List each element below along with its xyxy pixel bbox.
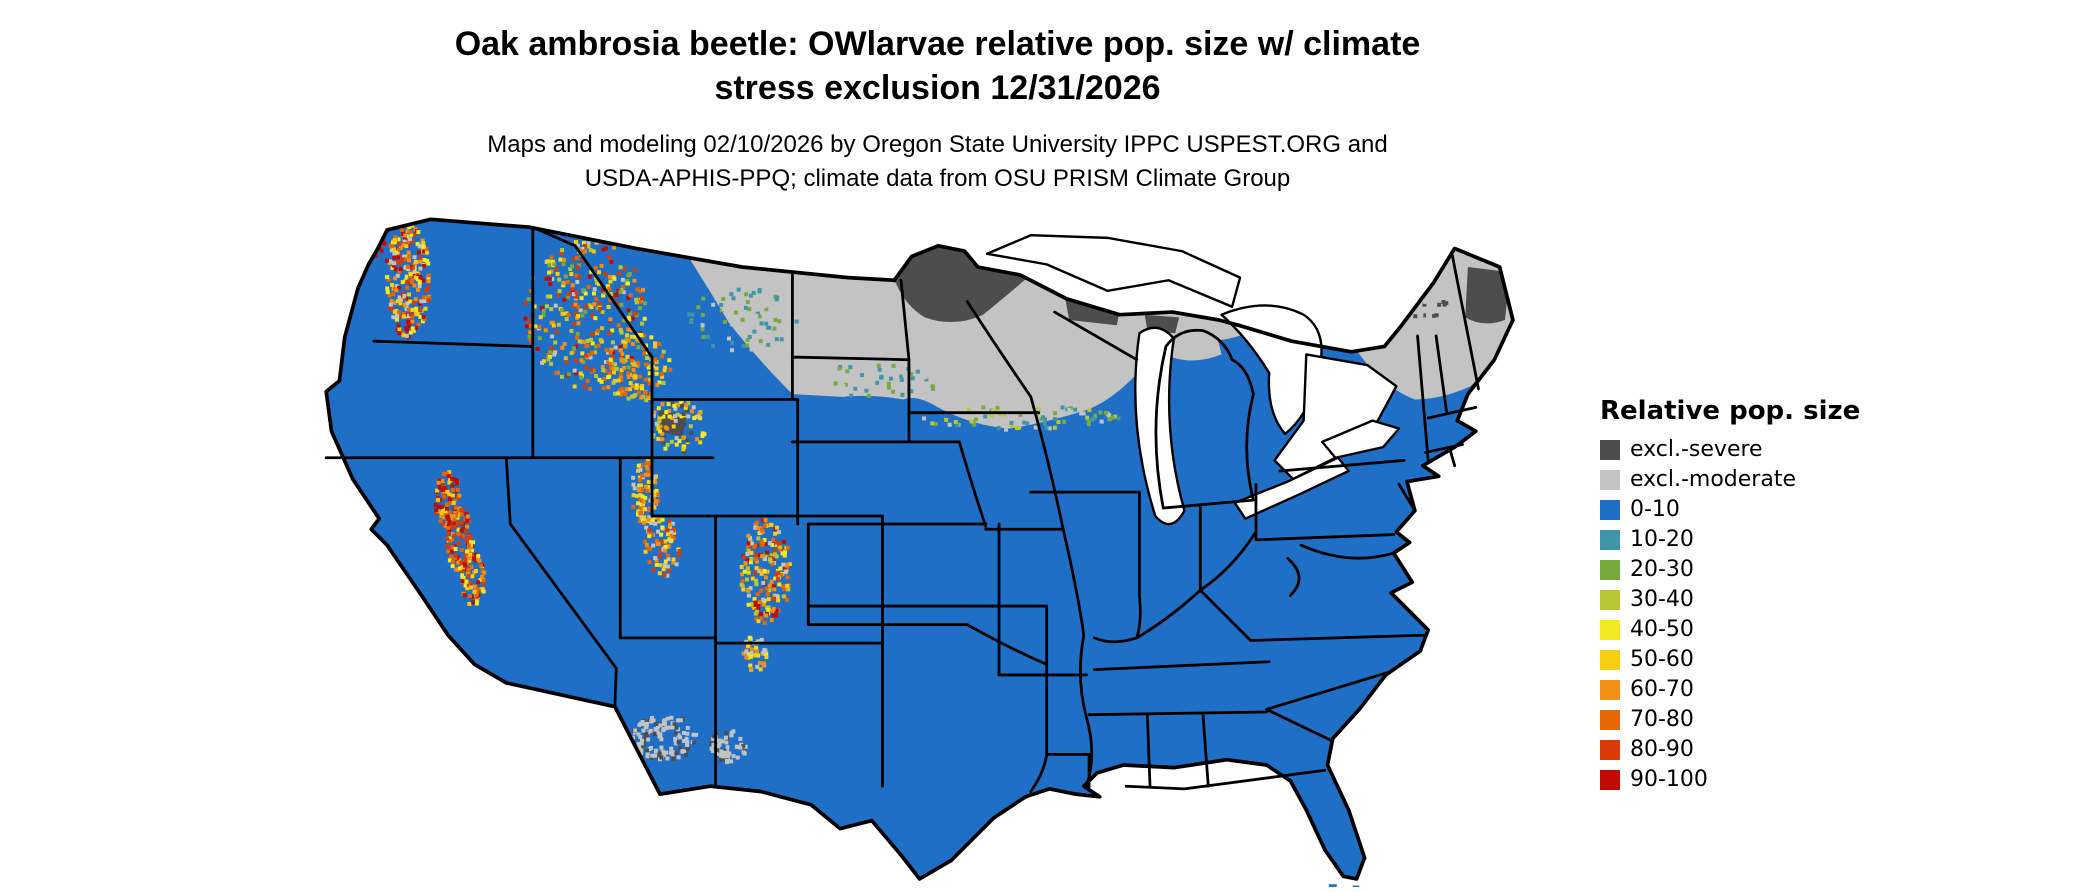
legend: Relative pop. size excl.-severe excl.-mod…: [1600, 396, 1860, 799]
page-title-line1: Oak ambrosia beetle: OWlarvae relative p…: [454, 25, 1421, 63]
legend-swatch-b0: [1600, 500, 1620, 520]
legend-item-b80: 80-90: [1600, 739, 1860, 761]
legend-swatch-b70: [1600, 710, 1620, 730]
legend-label-b20: 20-30: [1630, 557, 1694, 582]
legend-swatch-b40: [1600, 620, 1620, 640]
legend-swatch-b10: [1600, 530, 1620, 550]
legend-item-b90: 90-100: [1600, 769, 1860, 791]
legend-label-moderate: excl.-moderate: [1630, 467, 1796, 492]
legend-label-b90: 90-100: [1630, 767, 1708, 792]
legend-label-severe: excl.-severe: [1630, 437, 1763, 462]
legend-swatch-moderate: [1600, 470, 1620, 490]
map-subtitle: Maps and modeling 02/10/2026 by Oregon S…: [0, 128, 1875, 196]
legend-swatch-severe: [1600, 440, 1620, 460]
legend-label-b80: 80-90: [1630, 737, 1694, 762]
legend-swatch-b50: [1600, 650, 1620, 670]
legend-swatch-b90: [1600, 770, 1620, 790]
legend-label-b30: 30-40: [1630, 587, 1694, 612]
lake-superior: [985, 234, 1242, 308]
florida-keys: [1328, 884, 1360, 887]
legend-item-b30: 30-40: [1600, 589, 1860, 611]
legend-label-b60: 60-70: [1630, 677, 1694, 702]
legend-label-b40: 40-50: [1630, 617, 1694, 642]
legend-label-b50: 50-60: [1630, 647, 1694, 672]
page-title-line2: stress exclusion 12/31/2026: [714, 69, 1161, 108]
lake-ontario: [1320, 419, 1401, 459]
speckle-layer: [360, 219, 1449, 765]
legend-title: Relative pop. size: [1600, 396, 1861, 426]
lake-erie: [1233, 456, 1350, 520]
legend-item-b70: 70-80: [1600, 709, 1860, 731]
legend-items: excl.-severe excl.-moderate 0-10 10-20 20-30…: [1600, 439, 1860, 791]
legend-swatch-b60: [1600, 680, 1620, 700]
lake-michigan: [1134, 326, 1186, 526]
zone-moderate-michigan-tip: [1168, 329, 1222, 361]
legend-item-b40: 40-50: [1600, 619, 1860, 641]
legend-swatch-b80: [1600, 740, 1620, 760]
legend-item-moderate: excl.-moderate: [1600, 469, 1860, 491]
legend-item-b60: 60-70: [1600, 679, 1860, 701]
state-borders: [324, 225, 1480, 793]
legend-item-b20: 20-30: [1600, 559, 1860, 581]
legend-item-severe: excl.-severe: [1600, 439, 1860, 461]
nation-outline: [324, 217, 1515, 881]
subtitle-line2: USDA-APHIS-PPQ; climate data from OSU PR…: [584, 165, 1291, 193]
legend-swatch-b30: [1600, 590, 1620, 610]
legend-label-b70: 70-80: [1630, 707, 1694, 732]
map-header: Oak ambrosia beetle: OWlarvae relative p…: [0, 22, 1875, 197]
legend-item-b50: 50-60: [1600, 649, 1860, 671]
legend-label-b10: 10-20: [1630, 527, 1694, 552]
legend-item-b0: 0-10: [1600, 499, 1860, 521]
subtitle-line1: Maps and modeling 02/10/2026 by Oregon S…: [487, 131, 1388, 159]
legend-item-b10: 10-20: [1600, 529, 1860, 551]
legend-swatch-b20: [1600, 560, 1620, 580]
great-lakes: [985, 234, 1401, 526]
us-map: [305, 198, 1550, 887]
zone-severe-maine: [1465, 267, 1511, 324]
us-map-svg: [324, 217, 1515, 887]
legend-label-b0: 0-10: [1630, 497, 1680, 522]
map-fill-layer: [326, 219, 1513, 879]
